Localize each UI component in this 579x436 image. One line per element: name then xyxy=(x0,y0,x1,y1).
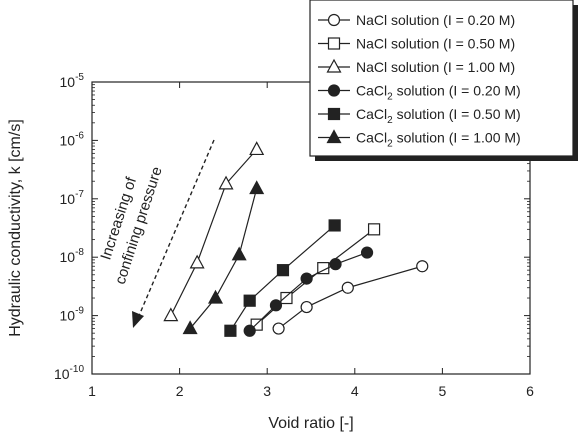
series-line xyxy=(170,149,258,316)
data-point xyxy=(249,141,265,156)
data-point xyxy=(276,264,290,277)
data-point xyxy=(208,289,224,304)
legend-box xyxy=(309,0,574,157)
data-point xyxy=(231,246,247,261)
data-point xyxy=(300,300,313,314)
x-tick-label: 5 xyxy=(439,383,447,399)
x-tick-label: 1 xyxy=(88,383,96,399)
legend-marker xyxy=(326,58,342,73)
data-point xyxy=(360,246,374,259)
legend-marker xyxy=(326,129,342,144)
series-4 xyxy=(243,246,374,337)
y-tick-label: 10-7 xyxy=(60,189,85,207)
legend-entry: CaCl2 solution (I = 1.00 M) xyxy=(318,129,521,150)
series-line xyxy=(229,224,336,332)
y-axis-title: Hydraulic conductivity, k [cm/s] xyxy=(7,119,24,337)
axis-ticks: 1 2 3 4 5 6 10-10 10-9 10-8 10-7 10-6 10-5 xyxy=(54,72,534,399)
series-line xyxy=(189,188,258,329)
legend-entry: NaCl solution (I = 0.20 M) xyxy=(318,12,515,28)
legend-items: NaCl solution (I = 0.20 M) NaCl solution … xyxy=(318,12,521,150)
legend-label: CaCl2 solution (I = 0.50 M) xyxy=(356,106,521,126)
pressure-arrow-head xyxy=(132,311,144,328)
legend-label: NaCl solution (I = 1.00 M) xyxy=(356,59,515,75)
data-point xyxy=(341,281,354,294)
legend-marker xyxy=(327,37,341,50)
data-point xyxy=(269,299,283,312)
x-axis-title: Void ratio [-] xyxy=(268,415,353,432)
legend-label: CaCl2 solution (I = 1.00 M) xyxy=(356,130,521,150)
legend-marker xyxy=(327,84,341,97)
series-1 xyxy=(272,260,429,335)
data-point xyxy=(189,254,205,269)
x-tick-label: 6 xyxy=(526,383,534,399)
data-point xyxy=(249,180,265,195)
pressure-arrow-line xyxy=(137,139,215,319)
legend-entry: CaCl2 solution (I = 0.50 M) xyxy=(318,106,521,126)
legend-marker xyxy=(327,13,341,27)
y-tick-label: 10-10 xyxy=(54,364,84,382)
data-point xyxy=(329,258,342,271)
x-tick-label: 4 xyxy=(351,383,359,399)
data-point xyxy=(224,324,237,337)
data-point xyxy=(328,219,341,232)
data-point xyxy=(163,307,179,322)
data-point xyxy=(367,223,381,236)
legend-entry: NaCl solution (I = 0.50 M) xyxy=(318,36,515,52)
legend: NaCl solution (I = 0.20 M) NaCl solution … xyxy=(309,0,578,161)
y-tick-label: 10-6 xyxy=(60,130,85,148)
data-point xyxy=(300,272,313,285)
data-point xyxy=(182,320,198,335)
series-2 xyxy=(250,223,381,331)
series-line xyxy=(278,265,423,330)
series-layer xyxy=(163,141,429,337)
x-tick-label: 3 xyxy=(263,383,271,399)
data-point xyxy=(280,291,293,305)
data-point xyxy=(416,260,429,273)
data-point xyxy=(218,175,234,190)
confining-pressure-annotation: Increasing of confining pressure xyxy=(97,139,215,328)
legend-label: NaCl solution (I = 0.50 M) xyxy=(356,36,515,52)
y-tick-label: 10-8 xyxy=(60,247,85,265)
x-tick-label: 2 xyxy=(176,383,184,399)
legend-label: NaCl solution (I = 0.20 M) xyxy=(356,12,515,28)
legend-entry: CaCl2 solution (I = 0.20 M) xyxy=(318,83,521,103)
legend-entry: NaCl solution (I = 1.00 M) xyxy=(318,58,515,75)
y-tick-label: 10-5 xyxy=(60,72,85,90)
data-point xyxy=(272,322,285,335)
legend-label: CaCl2 solution (I = 0.20 M) xyxy=(356,83,521,103)
series-3 xyxy=(163,141,265,322)
series-5 xyxy=(224,219,341,337)
legend-marker xyxy=(327,107,341,121)
y-tick-label: 10-9 xyxy=(60,306,85,324)
data-point xyxy=(243,294,256,307)
series-6 xyxy=(182,180,265,335)
data-point xyxy=(243,324,256,337)
